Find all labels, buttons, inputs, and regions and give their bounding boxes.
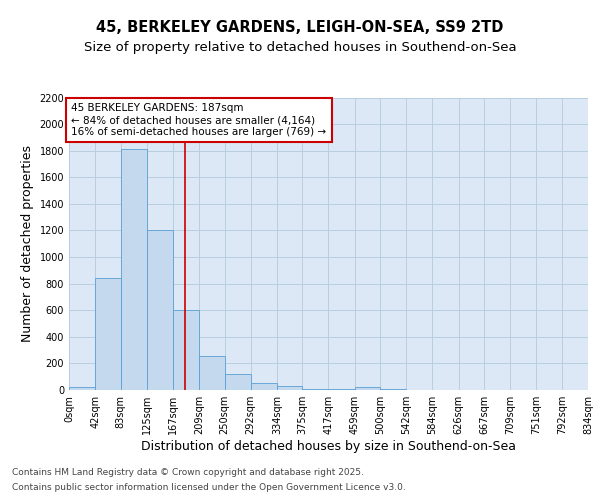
Bar — [277, 386, 302, 390]
Bar — [173, 310, 199, 390]
Bar — [69, 386, 95, 390]
Bar — [95, 278, 121, 390]
Text: 45, BERKELEY GARDENS, LEIGH-ON-SEA, SS9 2TD: 45, BERKELEY GARDENS, LEIGH-ON-SEA, SS9 … — [97, 20, 503, 35]
Bar — [251, 384, 277, 390]
Bar — [121, 150, 147, 390]
Text: Contains public sector information licensed under the Open Government Licence v3: Contains public sector information licen… — [12, 483, 406, 492]
Text: Contains HM Land Registry data © Crown copyright and database right 2025.: Contains HM Land Registry data © Crown c… — [12, 468, 364, 477]
Text: Size of property relative to detached houses in Southend-on-Sea: Size of property relative to detached ho… — [83, 41, 517, 54]
Text: 45 BERKELEY GARDENS: 187sqm
← 84% of detached houses are smaller (4,164)
16% of : 45 BERKELEY GARDENS: 187sqm ← 84% of det… — [71, 104, 326, 136]
Bar — [199, 356, 224, 390]
Y-axis label: Number of detached properties: Number of detached properties — [21, 145, 34, 342]
Bar — [355, 388, 380, 390]
X-axis label: Distribution of detached houses by size in Southend-on-Sea: Distribution of detached houses by size … — [141, 440, 516, 453]
Bar — [147, 230, 173, 390]
Bar — [224, 374, 251, 390]
